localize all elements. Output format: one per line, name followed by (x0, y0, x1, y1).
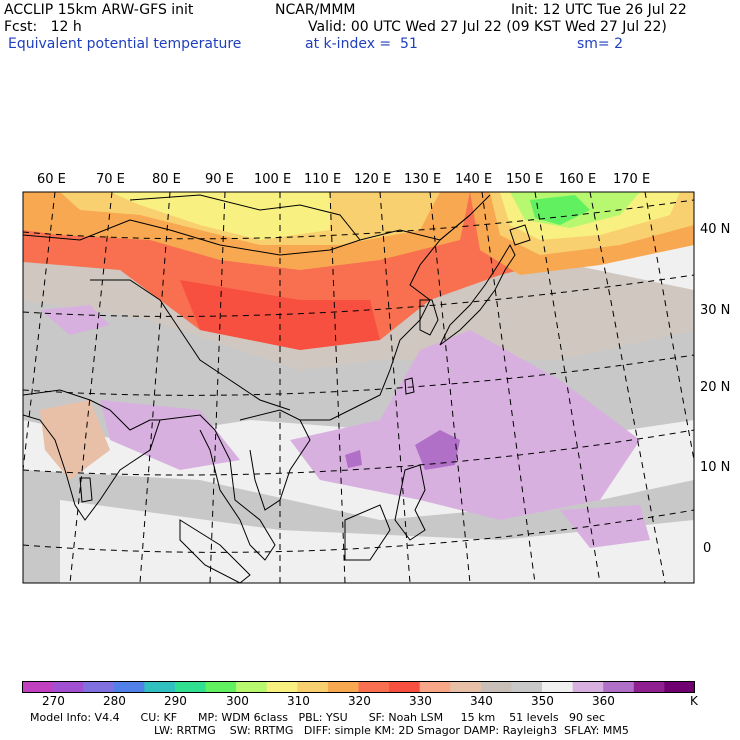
field-lavender-nw (40, 305, 110, 335)
colorbar-label-360: 360 (592, 694, 615, 708)
lon-label-60: 60 E (37, 172, 66, 187)
colorbar-swatch (480, 681, 512, 693)
gridline-lon-150 (534, 192, 601, 583)
model-title: ACCLIP 15km ARW-GFS init (4, 2, 194, 18)
border-china-west (90, 279, 291, 411)
field-yellow-north (110, 192, 330, 240)
lon-label-80: 80 E (152, 172, 181, 187)
gridline-lat-20 (23, 354, 694, 396)
coastline-se-asia (159, 414, 276, 561)
gridline-lat-10 (23, 429, 694, 476)
colorbar-swatch (297, 681, 329, 693)
gridline-lon-160 (589, 192, 666, 583)
lon-label-140: 140 E (455, 172, 493, 187)
colorbar-label-320: 320 (348, 694, 371, 708)
coastline-india (23, 389, 161, 521)
colorbar-swatch (664, 681, 695, 693)
colorbar-label-280: 280 (103, 694, 126, 708)
lon-label-110: 110 E (304, 172, 342, 187)
field-lavender-se (560, 505, 650, 548)
lon-label-130: 130 E (404, 172, 442, 187)
coastline-philippines (394, 464, 426, 541)
coastline-korea (419, 299, 439, 336)
field-white-south (60, 500, 694, 583)
smoothing-label: sm= 2 (577, 36, 624, 52)
colorbar-label-300: 300 (226, 694, 249, 708)
colorbar-swatch (113, 681, 145, 693)
coastline-japan (439, 243, 516, 346)
colorbar-swatch (205, 681, 237, 693)
lon-label-170: 170 E (613, 172, 651, 187)
colorbar-swatch (542, 681, 574, 693)
coastline-sumatra (179, 519, 251, 583)
colorbar-swatch (236, 681, 268, 693)
field-tan-india (40, 400, 110, 480)
lon-label-70: 70 E (96, 172, 125, 187)
coastline-srilanka (79, 477, 93, 503)
forecast-hour: Fcst: 12 h (4, 19, 82, 35)
colorbar-swatch (358, 681, 390, 693)
coastline-borneo (344, 504, 391, 561)
field-green-ne (530, 195, 590, 225)
k-index-label: at k-index = 51 (305, 36, 418, 52)
colorbar-swatch (419, 681, 451, 693)
lon-label-150: 150 E (506, 172, 544, 187)
colorbar-label-270: 270 (42, 694, 65, 708)
colorbar-swatch (450, 681, 482, 693)
model-info-line2: LW: RRTMG SW: RRTMG DIFF: simple KM: 2D … (154, 724, 629, 737)
lat-label-10: 10 N (700, 460, 731, 475)
field-purple-small (345, 450, 362, 468)
field-lavender-west (100, 400, 240, 470)
colorbar-swatch (572, 681, 604, 693)
colorbar-swatch (174, 681, 207, 693)
lon-label-120: 120 E (354, 172, 392, 187)
colorbar-unit: K (690, 694, 698, 708)
colorbar-swatch (266, 681, 298, 693)
coastline-indochina (239, 409, 311, 511)
valid-time: Valid: 00 UTC Wed 27 Jul 22 (09 KST Wed … (308, 19, 667, 35)
gridline-lon-60 (23, 192, 56, 471)
lat-label-30: 30 N (700, 303, 731, 318)
colorbar-label-330: 330 (409, 694, 432, 708)
model-info-line1: Model Info: V4.4 CU: KF MP: WDM 6class P… (30, 711, 606, 724)
field-lavender-pacific (290, 330, 640, 520)
lon-label-90: 90 E (205, 172, 234, 187)
field-purple-core (415, 430, 460, 470)
lon-label-100: 100 E (254, 172, 292, 187)
colorbar-swatch (633, 681, 665, 693)
gridline-lat-40 (23, 199, 694, 240)
colorbar-swatch (83, 681, 115, 693)
colorbar-swatch (389, 681, 421, 693)
lat-label-0: 0 (703, 541, 712, 556)
colorbar-label-340: 340 (470, 694, 493, 708)
colorbar (22, 681, 695, 693)
colorbar-swatch (327, 681, 359, 693)
gridline-lat-0 (23, 509, 694, 553)
colorbar-label-290: 290 (164, 694, 187, 708)
border-kazakh (23, 219, 131, 241)
colorbar-swatch (603, 681, 635, 693)
lon-label-160: 160 E (559, 172, 597, 187)
colorbar-label-310: 310 (287, 694, 310, 708)
colorbar-swatch (52, 681, 84, 693)
gridline-lon-170 (644, 192, 694, 461)
colorbar-swatch (511, 681, 543, 693)
colorbar-swatch (144, 681, 176, 693)
institution-label: NCAR/MMM (275, 2, 356, 18)
lat-label-20: 20 N (700, 380, 731, 395)
map-frame (22, 191, 695, 584)
colorbar-swatch (22, 681, 54, 693)
coastline-taiwan (404, 377, 415, 395)
colorbar-frame (22, 681, 695, 693)
lat-label-40: 40 N (700, 222, 731, 237)
field-name: Equivalent potential temperature (8, 36, 242, 52)
init-time: Init: 12 UTC Tue 26 Jul 22 (511, 2, 687, 18)
coastline-hokkaido (509, 224, 531, 246)
colorbar-label-350: 350 (531, 694, 554, 708)
